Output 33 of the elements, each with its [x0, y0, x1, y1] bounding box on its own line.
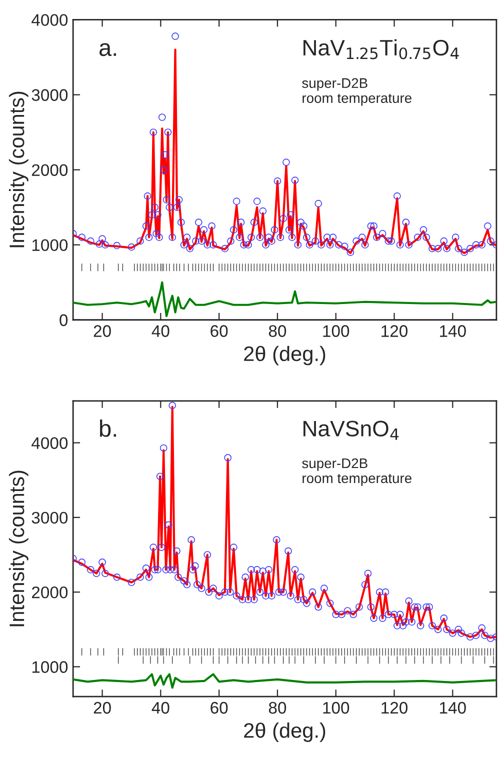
x-tick-label: 120: [382, 702, 408, 714]
x-tick-label: 100: [323, 325, 350, 337]
x-tick-label: 40: [152, 325, 170, 337]
x-tick-label: 140: [440, 325, 466, 337]
x-axis-title: 2θ (deg.): [244, 346, 326, 366]
annotation: b.: [100, 420, 116, 437]
y-axis-title: Intensity (counts): [8, 470, 28, 626]
annotation: super-D2B room temperature: [302, 78, 412, 106]
y-tick-label: 1000: [32, 661, 68, 673]
y-axis-title: Intensity (counts): [8, 92, 28, 248]
annotation: NaVSnO$_{4}$: [304, 420, 399, 440]
y-tick-label: 2000: [32, 164, 68, 176]
x-tick-label: 40: [152, 702, 170, 714]
y-tick-label: 4000: [32, 14, 68, 26]
annotation: super-D2B room temperature: [302, 458, 412, 486]
x-tick-label: 60: [210, 325, 228, 337]
annotation: a.: [99, 43, 116, 56]
y-tick-label: 2000: [32, 586, 68, 598]
annotation: NaV$_{1.25}$Ti$_{0.75}$O$_{4}$: [304, 39, 459, 60]
x-tick-label: 120: [382, 325, 408, 337]
x-tick-label: 20: [94, 325, 111, 337]
y-tick-label: 1000: [32, 239, 68, 252]
x-tick-label: 100: [323, 702, 350, 714]
x-tick-label: 20: [94, 702, 111, 714]
x-tick-label: 140: [440, 702, 466, 714]
x-tick-label: 80: [268, 702, 286, 714]
x-axis-title: 2θ (deg.): [244, 722, 326, 742]
y-tick-label: 4000: [32, 437, 68, 449]
x-tick-label: 80: [268, 325, 286, 337]
y-tick-label: 0: [60, 314, 68, 326]
y-tick-label: 3000: [32, 89, 68, 101]
x-tick-label: 60: [210, 702, 228, 714]
y-tick-label: 3000: [32, 512, 68, 524]
